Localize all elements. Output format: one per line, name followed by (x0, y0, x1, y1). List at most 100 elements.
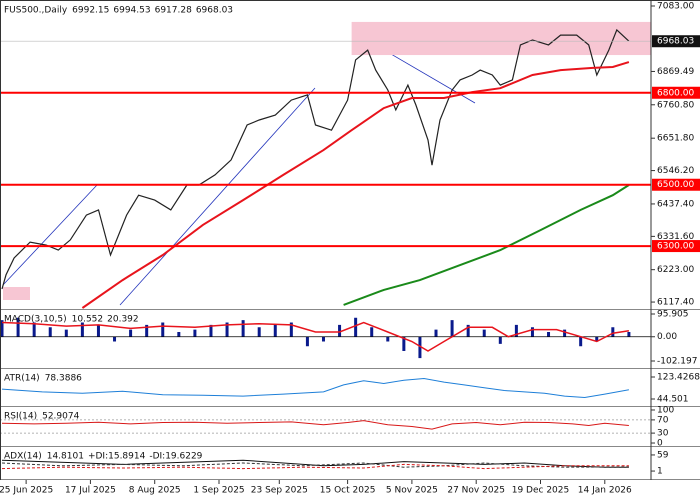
readout: 52.9074 (42, 412, 79, 422)
bar (370, 327, 374, 337)
y-tick-label: 100 (657, 405, 674, 415)
bar (177, 332, 181, 337)
bar (305, 336, 309, 347)
bar (547, 332, 551, 337)
readout: 14.8101 (47, 452, 84, 462)
trend-line (2, 184, 98, 286)
bar (466, 324, 470, 337)
bar (96, 324, 100, 337)
panel-title: FUS500.,Daily (4, 6, 68, 16)
y-tick-label: 6331.60 (657, 232, 694, 242)
y-tick-label: 7083.00 (657, 1, 694, 11)
panel-title: RSI(14) (4, 412, 37, 422)
readout: +DI:15.8914 (88, 452, 146, 462)
price-box (652, 35, 700, 48)
y-tick-label: 59 (657, 450, 669, 460)
bar (145, 324, 149, 337)
bar (16, 317, 20, 337)
y-tick-label: 70 (657, 415, 669, 425)
bar (595, 336, 599, 342)
y-tick-label: -102.197 (657, 356, 697, 366)
y-tick-label: 1 (657, 467, 663, 477)
series-line (81, 61, 630, 309)
bar (161, 322, 165, 337)
bar (321, 336, 325, 342)
panel-title: ATR(14) (4, 374, 40, 384)
series-line (1, 463, 629, 470)
bar (530, 327, 534, 337)
bar (402, 336, 406, 351)
bar (289, 322, 293, 337)
price-label: 6968.03 (657, 37, 694, 47)
y-tick-label: 6223.00 (657, 265, 694, 275)
readout: 6994.53 (113, 6, 150, 16)
readout: 6917.28 (155, 6, 192, 16)
bar (129, 329, 133, 337)
readout: 78.3886 (45, 374, 82, 384)
bar (80, 322, 84, 337)
level-label: 6300.00 (657, 242, 694, 252)
y-tick-label: 123.4268 (657, 372, 700, 382)
bar (273, 324, 277, 337)
x-tick-label: 1 Sep 2025 (193, 486, 244, 496)
bar (113, 336, 117, 342)
x-tick-label: 17 Jul 2025 (65, 486, 116, 496)
level-box (652, 240, 700, 253)
y-tick-label: 0 (657, 439, 663, 449)
level-label: 6500.00 (657, 180, 694, 190)
x-tick-label: 23 Sep 2025 (251, 486, 308, 496)
y-tick-label: 6546.20 (657, 166, 694, 176)
bar (627, 332, 631, 337)
bar (354, 317, 358, 337)
series-line (343, 184, 630, 306)
level-label: 6800.00 (657, 88, 694, 98)
panel-title: MACD(3,10,5) (4, 315, 67, 325)
bar (193, 329, 197, 337)
readout: -DI:19.6229 (149, 452, 202, 462)
bar (482, 329, 486, 337)
y-tick-label: 95.905 (657, 309, 689, 319)
y-tick-label: 6651.80 (657, 134, 694, 144)
x-tick-label: 19 Dec 2025 (512, 486, 570, 496)
bar (418, 336, 422, 359)
y-tick-label: 0.00 (657, 332, 677, 342)
zone (351, 21, 651, 56)
x-tick-label: 27 Nov 2025 (447, 486, 505, 496)
bar (434, 329, 438, 337)
bar (209, 324, 213, 337)
y-tick-label: 30 (657, 429, 669, 439)
bar (514, 324, 518, 337)
series-line (1, 420, 629, 430)
bar (257, 327, 261, 337)
y-tick-label: 6437.40 (657, 199, 694, 209)
series-line (1, 377, 629, 399)
bar (225, 322, 229, 337)
panel-title: ADX(14) (4, 452, 42, 462)
y-tick-label: 44.501 (657, 395, 689, 405)
series-line (1, 459, 629, 468)
series-line (1, 321, 630, 352)
bar (241, 320, 245, 337)
level-box (652, 86, 700, 99)
readout: 6968.03 (196, 6, 233, 16)
readout: 10.552 (72, 315, 104, 325)
bar (338, 324, 342, 337)
bar (563, 329, 567, 337)
bar (579, 336, 583, 347)
y-tick-label: 6117.40 (657, 298, 694, 308)
series-line (1, 28, 630, 290)
level-box (652, 178, 700, 191)
x-tick-label: 5 Nov 2025 (386, 486, 438, 496)
y-tick-label: 6760.80 (657, 100, 694, 110)
bar (64, 329, 68, 337)
x-tick-label: 25 Jun 2025 (0, 486, 53, 496)
x-tick-label: 8 Aug 2025 (129, 486, 181, 496)
bar (611, 327, 615, 337)
zone-box (3, 287, 30, 300)
bar (0, 320, 4, 337)
bar (32, 322, 36, 337)
series-line (1, 462, 629, 468)
